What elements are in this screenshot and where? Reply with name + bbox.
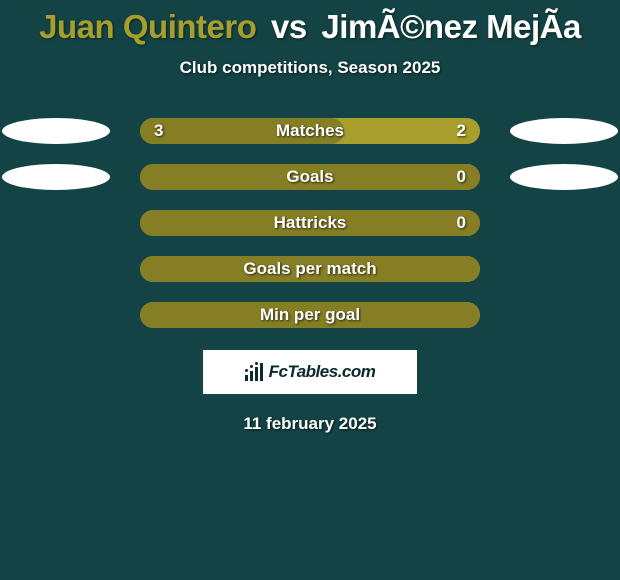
stat-bar: Goals 0 bbox=[140, 164, 480, 190]
stat-row: 3 Matches 2 bbox=[0, 118, 620, 144]
player2-name: JimÃ©nez MejÃ­a bbox=[321, 8, 580, 45]
subtitle: Club competitions, Season 2025 bbox=[0, 58, 620, 78]
stat-bar: Hattricks 0 bbox=[140, 210, 480, 236]
vs-label: vs bbox=[271, 8, 307, 45]
player1-avatar bbox=[2, 118, 110, 144]
fctables-logo: FcTables.com bbox=[203, 350, 417, 394]
stats-container: 3 Matches 2 Goals 0 Hattricks 0 Goals per match… bbox=[0, 118, 620, 328]
stat-row: Goals per match bbox=[0, 256, 620, 282]
stat-value-right: 2 bbox=[457, 121, 466, 141]
stat-label: Goals per match bbox=[243, 259, 376, 279]
stat-bar: Min per goal bbox=[140, 302, 480, 328]
stat-label: Goals bbox=[286, 167, 333, 187]
player2-avatar bbox=[510, 118, 618, 144]
player1-avatar bbox=[2, 164, 110, 190]
player2-avatar bbox=[510, 164, 618, 190]
stat-label: Min per goal bbox=[260, 305, 360, 325]
stat-value-left: 3 bbox=[154, 121, 163, 141]
stat-row: Hattricks 0 bbox=[0, 210, 620, 236]
stat-bar: Goals per match bbox=[140, 256, 480, 282]
stat-label: Matches bbox=[276, 121, 344, 141]
comparison-title: Juan Quintero vs JimÃ©nez MejÃ­a bbox=[0, 0, 620, 46]
stat-bar: 3 Matches 2 bbox=[140, 118, 480, 144]
date-label: 11 february 2025 bbox=[0, 414, 620, 434]
stat-label: Hattricks bbox=[274, 213, 347, 233]
logo-text: FcTables.com bbox=[269, 362, 376, 382]
stat-row: Goals 0 bbox=[0, 164, 620, 190]
chart-icon bbox=[245, 363, 265, 381]
player1-name: Juan Quintero bbox=[39, 8, 256, 45]
stat-row: Min per goal bbox=[0, 302, 620, 328]
stat-value-right: 0 bbox=[457, 213, 466, 233]
stat-value-right: 0 bbox=[457, 167, 466, 187]
